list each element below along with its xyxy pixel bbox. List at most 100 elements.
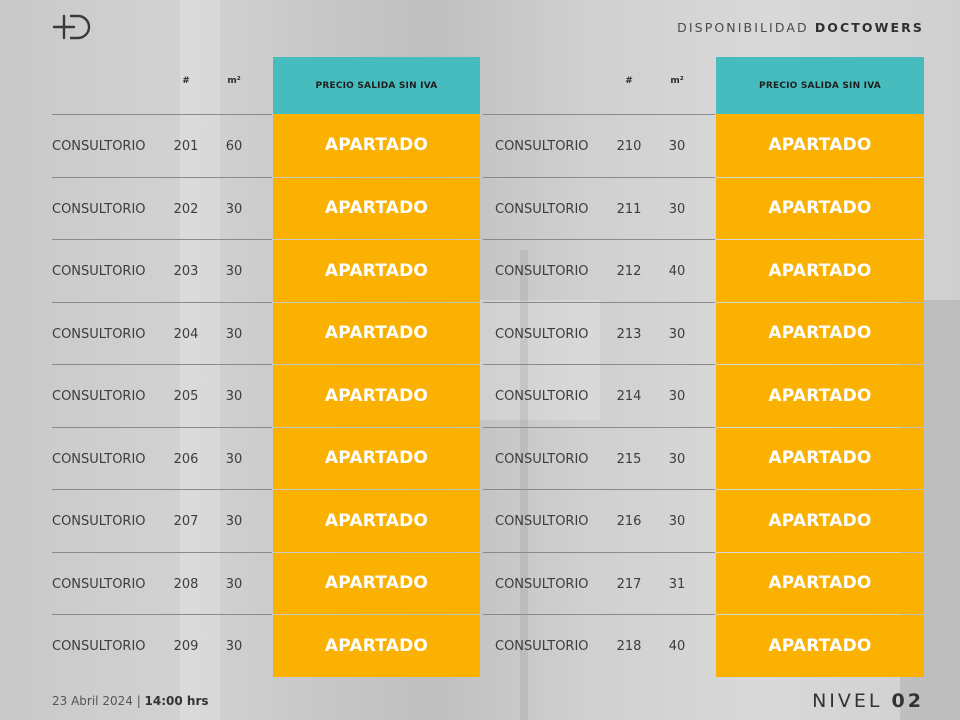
unit-area: 30 bbox=[225, 389, 243, 404]
unit-number: 205 bbox=[173, 389, 199, 404]
unit-area: 30 bbox=[225, 264, 243, 279]
unit-number: 209 bbox=[173, 639, 199, 654]
unit-type: CONSULTORIO bbox=[52, 514, 146, 529]
status-badge: APARTADO bbox=[716, 177, 924, 239]
status-badge: APARTADO bbox=[273, 427, 480, 489]
status-badge: APARTADO bbox=[273, 177, 480, 239]
title-prefix: DISPONIBILIDAD bbox=[677, 20, 809, 35]
status-badge: APARTADO bbox=[716, 427, 924, 489]
background-panel bbox=[180, 0, 220, 720]
unit-area: 30 bbox=[668, 139, 686, 154]
unit-type: CONSULTORIO bbox=[52, 389, 146, 404]
unit-type: CONSULTORIO bbox=[495, 576, 589, 592]
row-divider bbox=[483, 364, 715, 365]
unit-type: CONSULTORIO bbox=[495, 514, 589, 529]
unit-number: 201 bbox=[173, 139, 199, 154]
row-divider bbox=[52, 364, 272, 365]
unit-number: 210 bbox=[616, 139, 642, 154]
row-divider bbox=[52, 301, 272, 303]
area-header-left: m² bbox=[227, 76, 241, 86]
status-badge: APARTADO bbox=[716, 240, 924, 302]
status-badge: APARTADO bbox=[273, 490, 480, 552]
status-badge: APARTADO bbox=[273, 240, 480, 302]
status-badge: APARTADO bbox=[716, 490, 924, 552]
price-header-right: PRECIO SALIDA SIN IVA bbox=[716, 57, 924, 114]
unit-number: 218 bbox=[616, 639, 642, 654]
level-label: NIVEL bbox=[812, 690, 883, 712]
unit-type: CONSULTORIO bbox=[495, 139, 589, 154]
unit-number: 212 bbox=[616, 264, 642, 279]
doctowers-logo-icon bbox=[52, 14, 91, 40]
status-badge: APARTADO bbox=[273, 302, 480, 364]
row-divider bbox=[483, 426, 715, 428]
unit-number: 207 bbox=[173, 514, 199, 529]
unit-type: CONSULTORIO bbox=[495, 389, 589, 404]
row-divider bbox=[483, 239, 715, 240]
unit-area: 30 bbox=[668, 514, 686, 529]
footer-timestamp: 23 Abril 2024 | 14:00 hrs bbox=[52, 694, 209, 708]
status-badge: APARTADO bbox=[273, 552, 480, 614]
number-header-right: # bbox=[625, 76, 633, 86]
unit-number: 208 bbox=[173, 576, 199, 592]
unit-area: 30 bbox=[225, 326, 243, 342]
row-divider bbox=[52, 614, 272, 615]
unit-number: 214 bbox=[616, 389, 642, 404]
number-header-left: # bbox=[182, 76, 190, 86]
unit-type: CONSULTORIO bbox=[52, 576, 146, 592]
unit-area: 30 bbox=[225, 514, 243, 529]
footer-separator: | bbox=[132, 694, 145, 708]
unit-type: CONSULTORIO bbox=[52, 201, 146, 217]
status-badge: APARTADO bbox=[273, 365, 480, 427]
unit-area: 30 bbox=[668, 201, 686, 217]
unit-type: CONSULTORIO bbox=[52, 139, 146, 154]
unit-area: 30 bbox=[225, 576, 243, 592]
row-divider bbox=[483, 489, 715, 490]
status-badge: APARTADO bbox=[716, 114, 924, 177]
unit-number: 211 bbox=[616, 201, 642, 217]
row-divider bbox=[483, 551, 715, 553]
unit-type: CONSULTORIO bbox=[495, 326, 589, 342]
row-divider bbox=[52, 114, 272, 115]
area-header-right: m² bbox=[670, 76, 684, 86]
unit-type: CONSULTORIO bbox=[495, 451, 589, 467]
status-badge: APARTADO bbox=[716, 552, 924, 614]
status-badge: APARTADO bbox=[273, 114, 480, 177]
row-divider bbox=[483, 614, 715, 615]
unit-type: CONSULTORIO bbox=[495, 264, 589, 279]
status-badge: APARTADO bbox=[273, 615, 480, 677]
price-header-left-label: PRECIO SALIDA SIN IVA bbox=[315, 80, 438, 91]
price-header-right-label: PRECIO SALIDA SIN IVA bbox=[759, 80, 881, 91]
unit-number: 216 bbox=[616, 514, 642, 529]
row-divider bbox=[52, 239, 272, 240]
unit-number: 202 bbox=[173, 201, 199, 217]
unit-number: 217 bbox=[616, 576, 642, 592]
unit-type: CONSULTORIO bbox=[52, 264, 146, 279]
status-badge: APARTADO bbox=[716, 615, 924, 677]
status-badge: APARTADO bbox=[716, 365, 924, 427]
row-divider bbox=[52, 426, 272, 428]
level-number: 02 bbox=[891, 690, 924, 712]
title-brand: DOCTOWERS bbox=[814, 20, 924, 35]
unit-type: CONSULTORIO bbox=[52, 639, 146, 654]
unit-number: 215 bbox=[616, 451, 642, 467]
unit-type: CONSULTORIO bbox=[52, 451, 146, 467]
footer-time: 14:00 hrs bbox=[144, 694, 209, 708]
row-divider bbox=[52, 551, 272, 553]
row-divider bbox=[52, 176, 272, 178]
unit-type: CONSULTORIO bbox=[495, 201, 589, 217]
unit-number: 206 bbox=[173, 451, 199, 467]
unit-area: 30 bbox=[225, 201, 243, 217]
unit-type: CONSULTORIO bbox=[52, 326, 146, 342]
row-divider bbox=[483, 114, 715, 115]
price-header-left: PRECIO SALIDA SIN IVA bbox=[273, 57, 480, 114]
row-divider bbox=[483, 301, 715, 303]
unit-area: 60 bbox=[225, 139, 243, 154]
unit-area: 30 bbox=[225, 639, 243, 654]
unit-area: 40 bbox=[668, 639, 686, 654]
unit-number: 204 bbox=[173, 326, 199, 342]
unit-number: 203 bbox=[173, 264, 199, 279]
status-badge: APARTADO bbox=[716, 302, 924, 364]
row-divider bbox=[52, 489, 272, 490]
unit-area: 40 bbox=[668, 264, 686, 279]
row-divider bbox=[483, 176, 715, 178]
